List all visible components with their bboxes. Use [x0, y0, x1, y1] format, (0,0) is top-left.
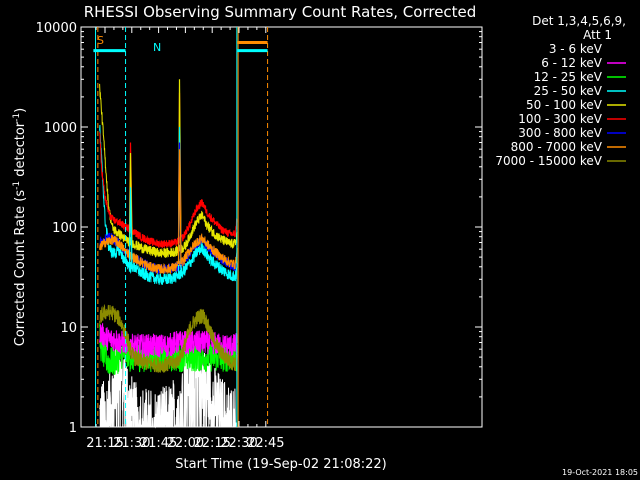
series-line-3-6-keV [99, 337, 238, 429]
y-tick-label-0: 1 [69, 421, 77, 436]
legend-label-6: 300 - 800 keV [518, 126, 602, 140]
x-axis-label: Start Time (19-Sep-02 21:08:22) [175, 457, 386, 472]
chart-title: RHESSI Observing Summary Count Rates, Co… [84, 3, 477, 21]
flag-layer: SN [93, 27, 269, 427]
legend-label-5: 100 - 300 keV [518, 112, 602, 126]
x-tick-label-1: 21:30 [113, 436, 150, 451]
legend-label-3: 25 - 50 keV [534, 84, 603, 98]
y-tick-label-4: 10000 [36, 21, 77, 36]
flag-label-0: S [97, 34, 104, 47]
x-tick-label-3: 22:00 [167, 436, 204, 451]
legend-header-line2: Att 1 [583, 28, 612, 42]
x-tick-label-6: 22:45 [247, 436, 284, 451]
x-tick-label-4: 22:15 [193, 436, 230, 451]
legend-label-4: 50 - 100 keV [526, 98, 603, 112]
x-tick-label-5: 22:30 [220, 436, 257, 451]
series-line-50-100-keV [99, 83, 238, 258]
legend-label-0: 3 - 6 keV [549, 42, 603, 56]
legend-label-1: 6 - 12 keV [541, 56, 603, 70]
flag-label-1: N [153, 41, 161, 54]
legend-label-2: 12 - 25 keV [534, 70, 603, 84]
x-tick-label-0: 21:15 [86, 436, 123, 451]
y-tick-label-3: 1000 [44, 121, 77, 136]
spike-0-2 [128, 187, 133, 267]
legend-header-line1: Det 1,3,4,5,6,9, [532, 14, 626, 28]
y-axis-label-sup1: -1 [12, 181, 22, 190]
y-axis-label: Corrected Count Rate (s-1 detector-1) [12, 108, 28, 346]
series-layer [99, 79, 238, 429]
y-axis: 1 10 100 1000 10000 [36, 21, 482, 436]
y-axis-label-main: Corrected Count Rate (s [13, 190, 28, 347]
footer-timestamp: 19-Oct-2021 18:05 [562, 468, 638, 477]
y-axis-label-sup2: -1 [12, 113, 22, 122]
series-line-25-50-keV [99, 124, 238, 285]
spike-1-4 [177, 149, 182, 265]
y-tick-label-1: 10 [60, 321, 77, 336]
y-axis-label-end: ) [13, 108, 28, 113]
series-line-7000-15000-keV [99, 303, 238, 373]
legend-label-8: 7000 - 15000 keV [495, 154, 602, 168]
y-tick-label-2: 100 [52, 221, 77, 236]
y-axis-label-mid: detector [13, 121, 28, 181]
legend-label-7: 800 - 7000 keV [511, 140, 603, 154]
series-line-800-7000-keV [99, 233, 238, 275]
x-tick-label-2: 21:45 [140, 436, 177, 451]
series-line-100-300-keV [99, 132, 238, 248]
